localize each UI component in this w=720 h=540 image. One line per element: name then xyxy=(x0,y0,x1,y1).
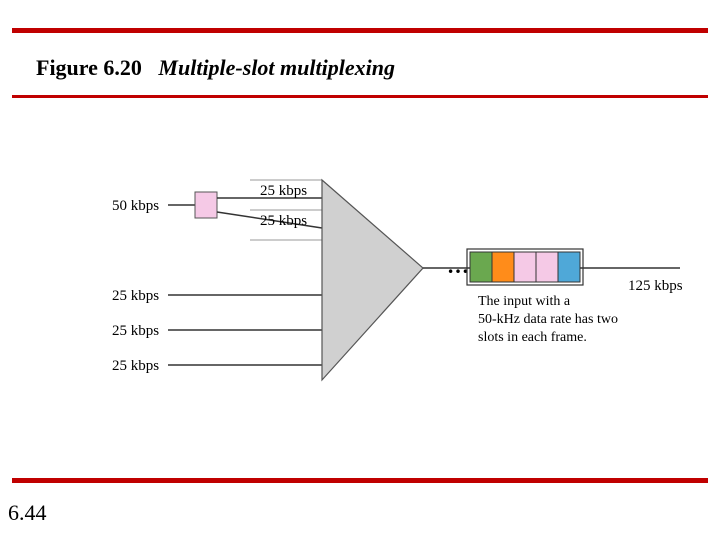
input-rate-label: 50 kbps xyxy=(112,198,159,214)
input-rate-label: 25 kbps xyxy=(112,358,159,374)
frame-slot xyxy=(492,252,514,282)
output-rate-label: 125 kbps xyxy=(628,278,683,294)
frame-slot xyxy=(536,252,558,282)
input-rate-label: 25 kbps xyxy=(112,288,159,304)
multiplexing-diagram: 50 kbps 25 kbps 25 kbps 25 kbps 25 kbps 25 kb… xyxy=(0,0,720,540)
frame-note: 50-kHz data rate has two xyxy=(478,312,618,327)
frame-slot xyxy=(514,252,536,282)
split-rate-label: 25 kbps xyxy=(260,213,307,229)
input-rate-label: 25 kbps xyxy=(112,323,159,339)
ellipsis: … xyxy=(447,253,469,278)
mux-triangle xyxy=(322,180,423,380)
frame-note: slots in each frame. xyxy=(478,330,587,345)
frame-note: The input with a xyxy=(478,294,571,309)
frame-slot xyxy=(470,252,492,282)
frame-slot xyxy=(558,252,580,282)
split-rate-label: 25 kbps xyxy=(260,183,307,199)
splitter-box xyxy=(195,192,217,218)
